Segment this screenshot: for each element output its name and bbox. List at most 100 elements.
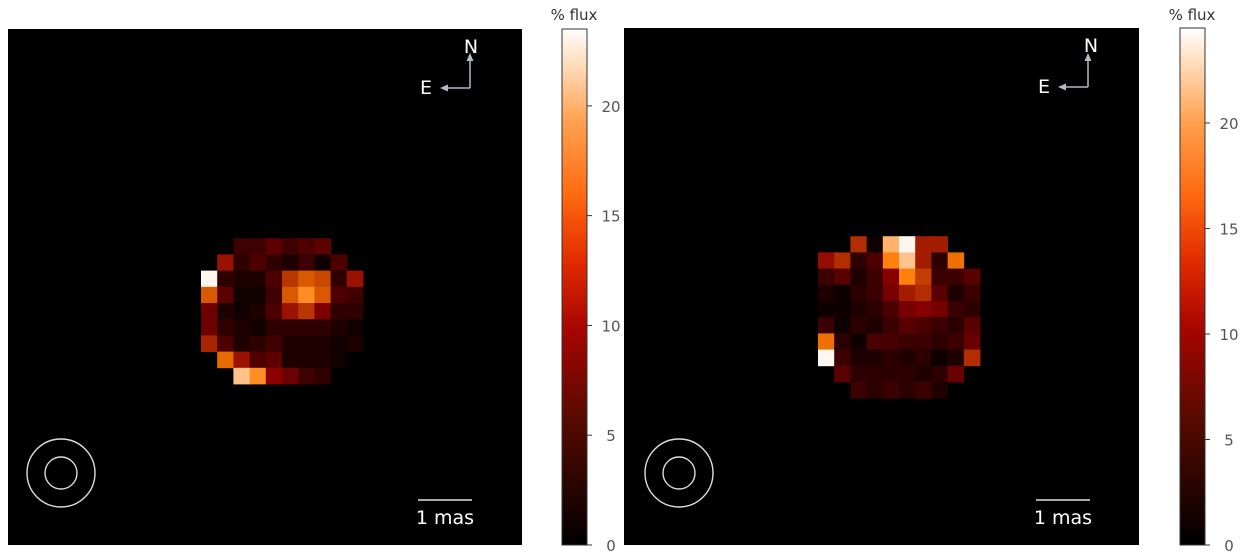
colorbar-ticks-left: 0 5 10 15 20 [587,98,621,553]
colorbar-gradient-right [1179,27,1206,546]
heatmap-pixel [866,317,884,334]
heatmap-pixel [201,319,218,336]
compass-east-label: E [420,77,432,99]
heatmap-pixel [314,335,331,352]
heatmap-pixel [314,367,331,385]
heatmap-pixel [850,268,867,286]
heatmap-pixel [947,365,965,383]
heatmap-pixel [850,382,867,399]
heatmap-pixel [850,301,867,318]
arrow-up-icon [1084,53,1092,61]
heatmap-pixel [947,301,965,318]
colorbar-left: % flux 0 5 10 15 20 [551,6,621,553]
heatmap-pixel [899,284,916,302]
heatmap-pixel [330,303,348,320]
heatmap-pixel [882,252,900,269]
heatmap-pixel [834,317,851,334]
heatmap-pixel [298,254,315,271]
heatmap-left [201,238,364,385]
scale-bar-label-left: 1 mas [416,507,474,529]
colorbar-ticks-right: 0 5 10 15 20 [1205,115,1239,553]
heatmap-pixel [931,236,948,253]
heatmap-pixel [298,335,315,352]
heatmap-pixel [866,301,884,318]
heatmap-pixel [233,303,250,320]
heatmap-pixel [866,333,884,350]
heatmap-pixel [314,254,331,271]
heatmap-pixel [346,319,364,336]
heatmap-pixel [850,317,867,334]
heatmap-pixel [866,268,884,286]
heatmap-pixel [931,268,948,286]
heatmap-pixel [298,319,315,336]
scale-bar-right: 1 mas [1034,499,1092,529]
compass-left: N E [420,36,478,99]
scale-bar-left: 1 mas [416,499,474,529]
heatmap-pixel [915,236,932,253]
heatmap-pixel [931,301,948,318]
colorbar-tick-label: 20 [1219,115,1238,133]
heatmap-pixel [915,252,932,269]
heatmap-pixel [850,349,867,367]
heatmap-pixel [882,268,900,286]
heatmap-pixel [233,319,250,336]
heatmap-pixel [915,333,932,350]
heatmap-pixel [265,319,283,336]
heatmap-pixel [249,270,267,288]
heatmap-pixel [818,301,835,318]
heatmap-pixel [249,303,267,320]
heatmap-pixel [249,238,267,255]
colorbar-tick-label: 10 [601,317,620,335]
heatmap-pixel [282,351,299,369]
heatmap-pixel [818,317,835,334]
panel-right: N E 1 mas % flux 0 5 10 15 20 [624,6,1239,553]
heatmap-pixel [314,238,331,255]
heatmap-right [818,236,981,399]
heatmap-pixel [217,254,234,271]
heatmap-pixel [963,333,981,350]
heatmap-pixel [346,270,364,288]
heatmap-pixel [298,286,315,304]
heatmap-pixel [217,335,234,352]
heatmap-pixel [899,349,916,367]
compass-right: N E [1038,35,1098,98]
heatmap-pixel [882,365,900,383]
heatmap-pixel [963,301,981,318]
heatmap-pixel [963,317,981,334]
heatmap-pixel [282,303,299,320]
heatmap-pixel [330,286,348,304]
panel-left: N E 1 mas % flux 0 5 10 15 20 [8,6,621,553]
colorbar-tick-label: 0 [1224,537,1234,553]
heatmap-pixel [818,268,835,286]
heatmap-pixel [899,382,916,399]
colorbar-tick-label: 10 [1219,326,1238,344]
heatmap-pixel [882,317,900,334]
heatmap-pixel [882,382,900,399]
heatmap-pixel [330,254,348,271]
heatmap-pixel [249,351,267,369]
heatmap-pixel [201,286,218,304]
heatmap-pixel [882,236,900,253]
heatmap-pixel [947,284,965,302]
heatmap-pixel [249,335,267,352]
heatmap-pixel [834,268,851,286]
heatmap-pixel [265,254,283,271]
heatmap-pixel [931,382,948,399]
heatmap-pixel [233,335,250,352]
heatmap-pixel [298,367,315,385]
heatmap-pixel [834,284,851,302]
heatmap-pixel [249,319,267,336]
heatmap-pixel [265,351,283,369]
heatmap-pixel [217,319,234,336]
scale-bar-label-right: 1 mas [1034,507,1092,529]
heatmap-pixel [282,286,299,304]
compass-north-label: N [1084,35,1098,57]
heatmap-pixel [931,365,948,383]
heatmap-pixel [947,349,965,367]
heatmap-pixel [265,238,283,255]
heatmap-pixel [249,367,267,385]
colorbar-title-left: % flux [551,6,598,24]
heatmap-pixel [947,268,965,286]
heatmap-pixel [834,252,851,269]
